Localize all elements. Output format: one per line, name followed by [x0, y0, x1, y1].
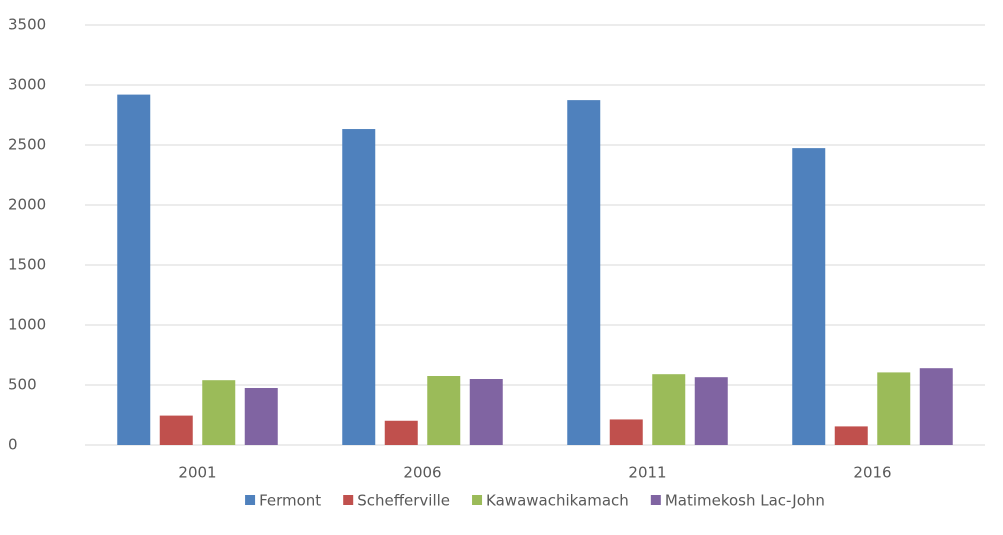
- legend-item: Matimekosh Lac-John: [650, 492, 825, 510]
- y-tick-label: 500: [8, 376, 37, 394]
- x-tick-label: 2006: [403, 464, 441, 482]
- legend-swatch: [245, 495, 256, 505]
- bar: [117, 94, 151, 445]
- legend-swatch: [472, 495, 483, 505]
- legend-swatch: [650, 495, 661, 505]
- bar: [469, 379, 503, 445]
- y-tick-label: 1500: [8, 256, 46, 274]
- x-tick-label: 2001: [178, 464, 216, 482]
- x-tick-label: 2011: [628, 464, 666, 482]
- legend-item: Fermont: [245, 492, 321, 510]
- y-tick-label: 2000: [8, 196, 46, 214]
- bar: [567, 100, 601, 446]
- bar: [427, 376, 461, 445]
- bar: [384, 420, 418, 445]
- legend-label: Kawawachikamach: [486, 492, 629, 510]
- bar: [652, 374, 686, 445]
- y-tick-label: 1000: [8, 316, 46, 334]
- legend-label: Schefferville: [357, 492, 450, 510]
- bar: [694, 377, 728, 445]
- legend-item: Kawawachikamach: [472, 492, 629, 510]
- bar: [342, 129, 376, 446]
- bar: [159, 415, 193, 445]
- legend-label: Fermont: [259, 492, 321, 510]
- bar: [877, 372, 911, 445]
- y-tick-label: 0: [8, 436, 18, 454]
- bar: [202, 380, 236, 445]
- legend-swatch: [343, 495, 354, 505]
- y-tick-label: 2500: [8, 136, 46, 154]
- legend-label: Matimekosh Lac-John: [665, 492, 825, 510]
- x-tick-label: 2016: [853, 464, 891, 482]
- bar: [609, 419, 643, 445]
- bar: [834, 426, 868, 445]
- legend-item: Schefferville: [343, 492, 450, 510]
- bar: [244, 388, 278, 445]
- y-tick-label: 3500: [8, 16, 46, 34]
- bar: [919, 368, 953, 445]
- y-tick-label: 3000: [8, 76, 46, 94]
- bar: [792, 148, 826, 445]
